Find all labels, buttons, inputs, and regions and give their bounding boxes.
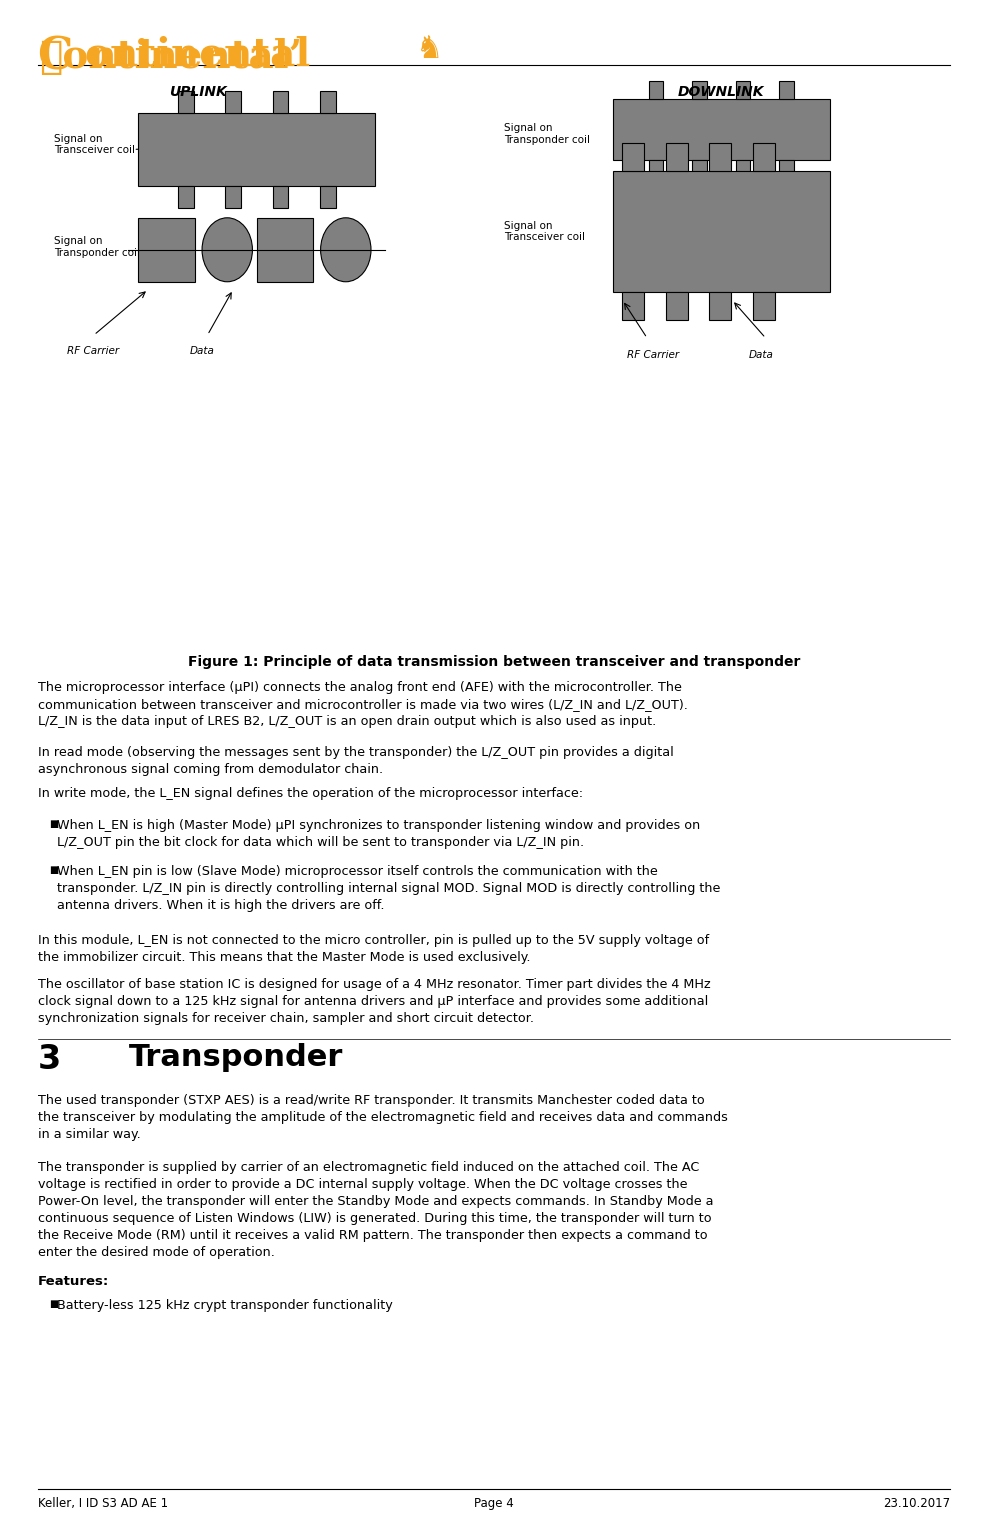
Text: RF Carrier: RF Carrier: [627, 350, 680, 361]
Bar: [780, 81, 793, 99]
Bar: [320, 186, 336, 207]
Text: ontinental: ontinental: [84, 35, 310, 73]
Ellipse shape: [320, 218, 371, 282]
Bar: [753, 143, 775, 171]
Text: The oscillator of base station IC is designed for usage of a 4 MHz resonator. Ti: The oscillator of base station IC is des…: [38, 978, 710, 1025]
Bar: [225, 186, 241, 207]
Text: ⓒontinental’: ⓒontinental’: [40, 38, 302, 76]
Bar: [666, 143, 688, 171]
Text: In read mode (observing the messages sent by the transponder) the L/Z_OUT pin pr: In read mode (observing the messages sen…: [38, 746, 673, 777]
Bar: [649, 81, 663, 99]
Text: 23.10.2017: 23.10.2017: [883, 1497, 950, 1511]
Bar: [273, 186, 288, 207]
Text: Data: Data: [749, 350, 774, 361]
Text: UPLINK: UPLINK: [169, 85, 226, 99]
Bar: [693, 160, 706, 178]
Ellipse shape: [203, 218, 252, 282]
Text: Signal on
Transceiver coil: Signal on Transceiver coil: [504, 221, 585, 242]
Bar: [225, 91, 241, 113]
Bar: [622, 143, 644, 171]
Text: Figure 1: Principle of data transmission between transceiver and transponder: Figure 1: Principle of data transmission…: [188, 655, 800, 669]
Text: RF Carrier: RF Carrier: [67, 346, 120, 356]
Text: In this module, L_EN is not connected to the micro controller, pin is pulled up : In this module, L_EN is not connected to…: [38, 934, 708, 964]
Text: C: C: [38, 35, 73, 78]
Bar: [709, 143, 731, 171]
Bar: [138, 218, 195, 282]
Text: ■: ■: [49, 865, 58, 876]
Text: When L_EN is high (Master Mode) µPI synchronizes to transponder listening window: When L_EN is high (Master Mode) µPI sync…: [57, 819, 700, 850]
Bar: [257, 218, 313, 282]
Text: Transponder: Transponder: [128, 1043, 343, 1072]
Text: ♞: ♞: [415, 35, 443, 64]
Text: Page 4: Page 4: [474, 1497, 514, 1511]
Text: Data: Data: [190, 346, 214, 356]
Text: When L_EN pin is low (Slave Mode) microprocessor itself controls the communicati: When L_EN pin is low (Slave Mode) microp…: [57, 865, 720, 912]
Text: Signal on
Transponder coil: Signal on Transponder coil: [504, 123, 590, 145]
Text: ■: ■: [49, 819, 58, 830]
Bar: [693, 81, 706, 99]
Text: Signal on
Transceiver coil: Signal on Transceiver coil: [54, 134, 135, 155]
Text: Keller, I ID S3 AD AE 1: Keller, I ID S3 AD AE 1: [38, 1497, 168, 1511]
Bar: [320, 91, 336, 113]
Text: DOWNLINK: DOWNLINK: [678, 85, 765, 99]
Text: Signal on
Transponder coil: Signal on Transponder coil: [54, 236, 140, 257]
Bar: [709, 292, 731, 320]
Bar: [736, 160, 750, 178]
Text: In write mode, the L_EN signal defines the operation of the microprocessor inter: In write mode, the L_EN signal defines t…: [38, 787, 583, 801]
Text: 3: 3: [38, 1043, 61, 1077]
Bar: [753, 292, 775, 320]
Bar: [666, 292, 688, 320]
Bar: [178, 91, 194, 113]
Bar: [736, 81, 750, 99]
Text: Battery-less 125 kHz crypt transponder functionality: Battery-less 125 kHz crypt transponder f…: [57, 1299, 393, 1313]
Text: The transponder is supplied by carrier of an electromagnetic field induced on th: The transponder is supplied by carrier o…: [38, 1161, 713, 1258]
Text: Features:: Features:: [38, 1275, 109, 1288]
Bar: [613, 171, 830, 292]
Bar: [622, 292, 644, 320]
Bar: [649, 160, 663, 178]
Text: The microprocessor interface (µPI) connects the analog front end (AFE) with the : The microprocessor interface (µPI) conne…: [38, 681, 688, 728]
Bar: [138, 113, 375, 186]
Bar: [273, 91, 288, 113]
Bar: [178, 186, 194, 207]
Bar: [613, 99, 830, 160]
Text: The used transponder (STXP AES) is a read/write RF transponder. It transmits Man: The used transponder (STXP AES) is a rea…: [38, 1094, 727, 1141]
Bar: [780, 160, 793, 178]
Text: ■: ■: [49, 1299, 58, 1310]
